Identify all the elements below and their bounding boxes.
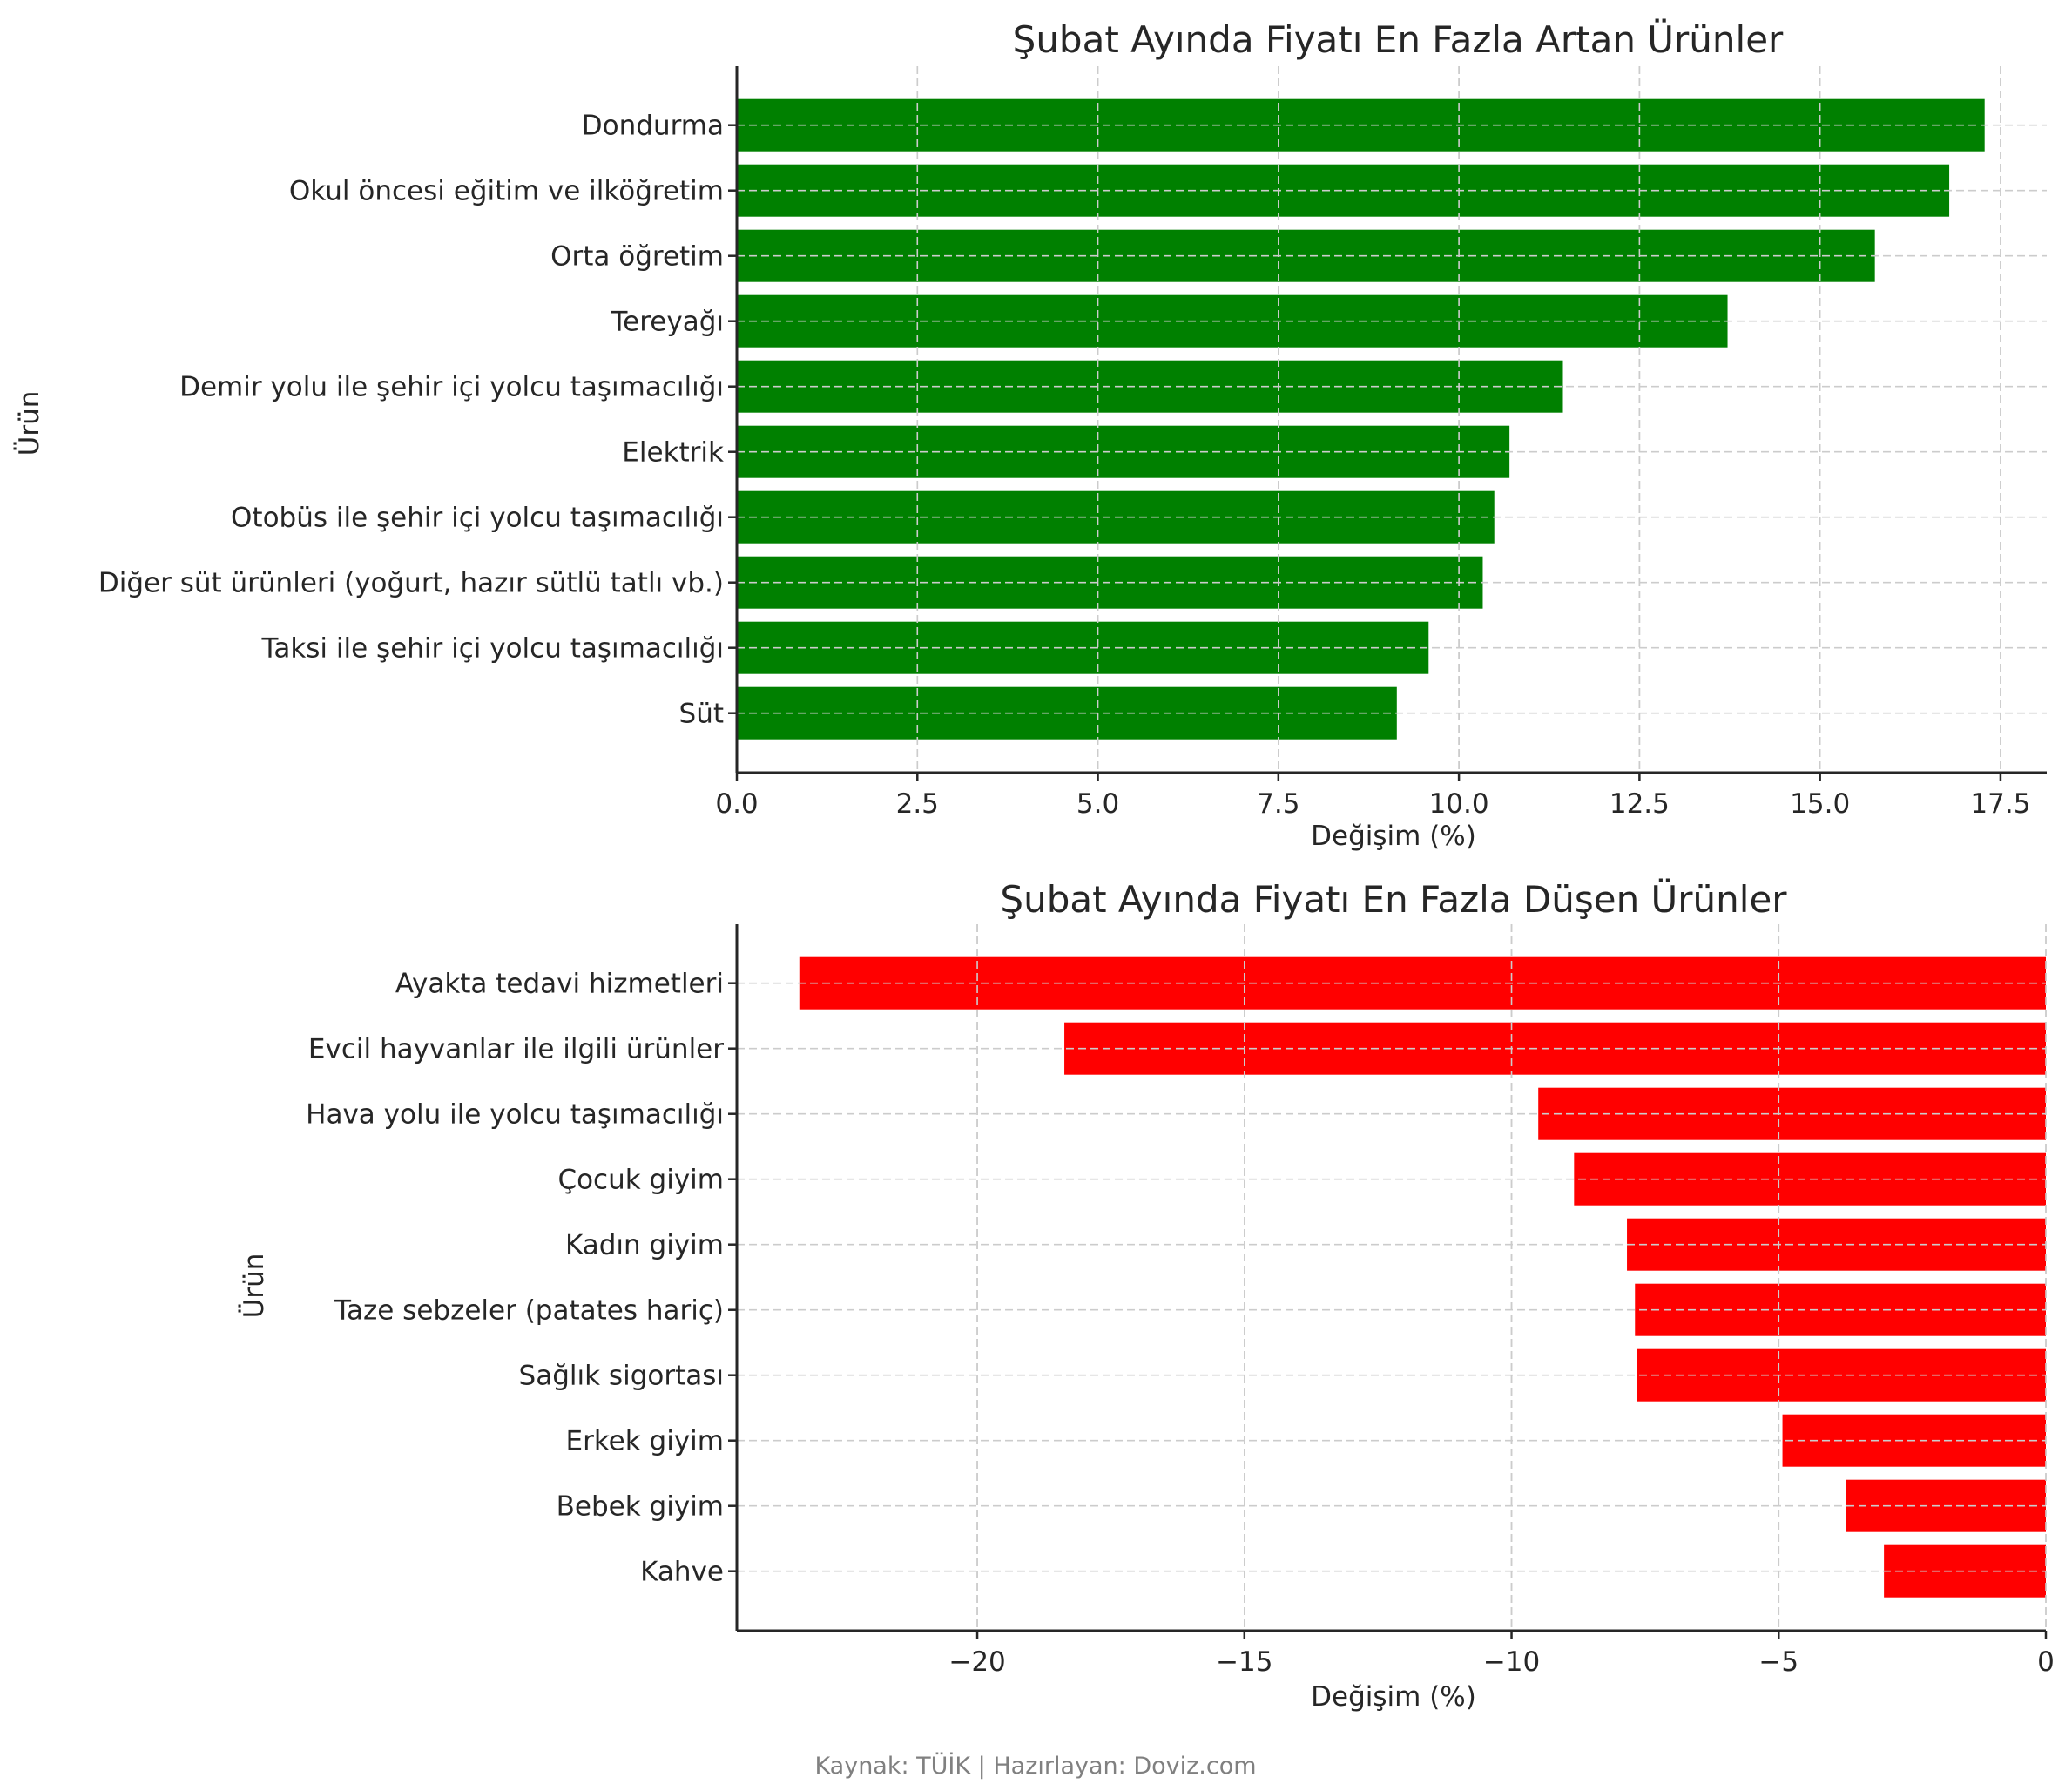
- x-tick-label: 5.0: [1076, 788, 1119, 820]
- y-tick-label: Elektrik: [622, 437, 724, 469]
- y-tick-label: Erkek giyim: [565, 1426, 724, 1457]
- x-tick-label: 12.5: [1610, 788, 1670, 820]
- y-axis-label: Ürün: [13, 391, 45, 456]
- x-tick-label: −10: [1483, 1646, 1540, 1678]
- y-tick-label: Süt: [679, 699, 724, 730]
- chart-increases: Şubat Ayında Fiyatı En Fazla Artan Ürünl…: [13, 17, 2047, 852]
- y-tick-label: Tereyağı: [610, 307, 724, 338]
- y-axis-label: Ürün: [238, 1254, 270, 1319]
- chart-title: Şubat Ayında Fiyatı En Fazla Düşen Ürünl…: [1000, 877, 1787, 921]
- y-tick-label: Ayakta tedavi hizmetleri: [395, 969, 724, 1000]
- bars: [737, 924, 2047, 1631]
- y-tick-label: Okul öncesi eğitim ve ilköğretim: [289, 176, 724, 207]
- x-tick-label: 0.0: [715, 788, 758, 820]
- y-tick-label: Taze sebzeler (patates hariç): [334, 1295, 724, 1327]
- y-tick-label: Kadın giyim: [565, 1230, 724, 1261]
- y-tick-label: Dondurma: [582, 111, 724, 142]
- y-tick-label: Hava yolu ile yolcu taşımacılığı: [306, 1099, 724, 1131]
- x-tick-label: −15: [1216, 1646, 1272, 1678]
- y-tick-label: Çocuk giyim: [557, 1165, 724, 1196]
- y-tick-label: Evcil hayvanlar ile ilgili ürünler: [308, 1034, 724, 1065]
- x-tick-label: 17.5: [1970, 788, 2030, 820]
- y-tick-label: Kahve: [640, 1557, 724, 1588]
- y-tick-label: Demir yolu ile şehir içi yolcu taşımacıl…: [179, 372, 724, 403]
- x-tick-label: 10.0: [1429, 788, 1489, 820]
- x-tick-label: −5: [1758, 1646, 1799, 1678]
- y-tick-label: Bebek giyim: [557, 1491, 724, 1523]
- axis-ticks: 0.0 2.5 5.0 7.5 10.0 12.5 15.0 17.5 Dondurma Okul…: [98, 111, 2031, 820]
- y-tick-label: Diğer süt ürünleri (yoğurt, hazır sütlü …: [98, 568, 724, 599]
- x-tick-label: 15.0: [1790, 788, 1850, 820]
- x-tick-label: 7.5: [1257, 788, 1299, 820]
- chart-title: Şubat Ayında Fiyatı En Fazla Artan Ürünl…: [1013, 17, 1784, 61]
- axis-ticks: −20 −15 −10 −5 0 Ayakta tedavi hizmetleri Evci…: [306, 969, 2055, 1678]
- x-tick-label: 0: [2037, 1646, 2055, 1678]
- y-tick-label: Sağlık sigortası: [519, 1361, 724, 1392]
- chart-decreases: Şubat Ayında Fiyatı En Fazla Düşen Ürünl…: [238, 877, 2055, 1713]
- y-tick-label: Orta öğretim: [550, 241, 724, 273]
- source-footer: Kaynak: TÜİK | Hazırlayan: Doviz.com: [814, 1752, 1256, 1780]
- x-axis-label: Değişim (%): [1311, 821, 1476, 852]
- y-tick-label: Taksi ile şehir içi yolcu taşımacılığı: [261, 633, 724, 665]
- x-axis-label: Değişim (%): [1311, 1681, 1476, 1713]
- bars: [736, 66, 2047, 773]
- x-tick-label: −20: [948, 1646, 1005, 1678]
- x-tick-label: 2.5: [896, 788, 939, 820]
- y-tick-label: Otobüs ile şehir içi yolcu taşımacılığı: [231, 503, 724, 534]
